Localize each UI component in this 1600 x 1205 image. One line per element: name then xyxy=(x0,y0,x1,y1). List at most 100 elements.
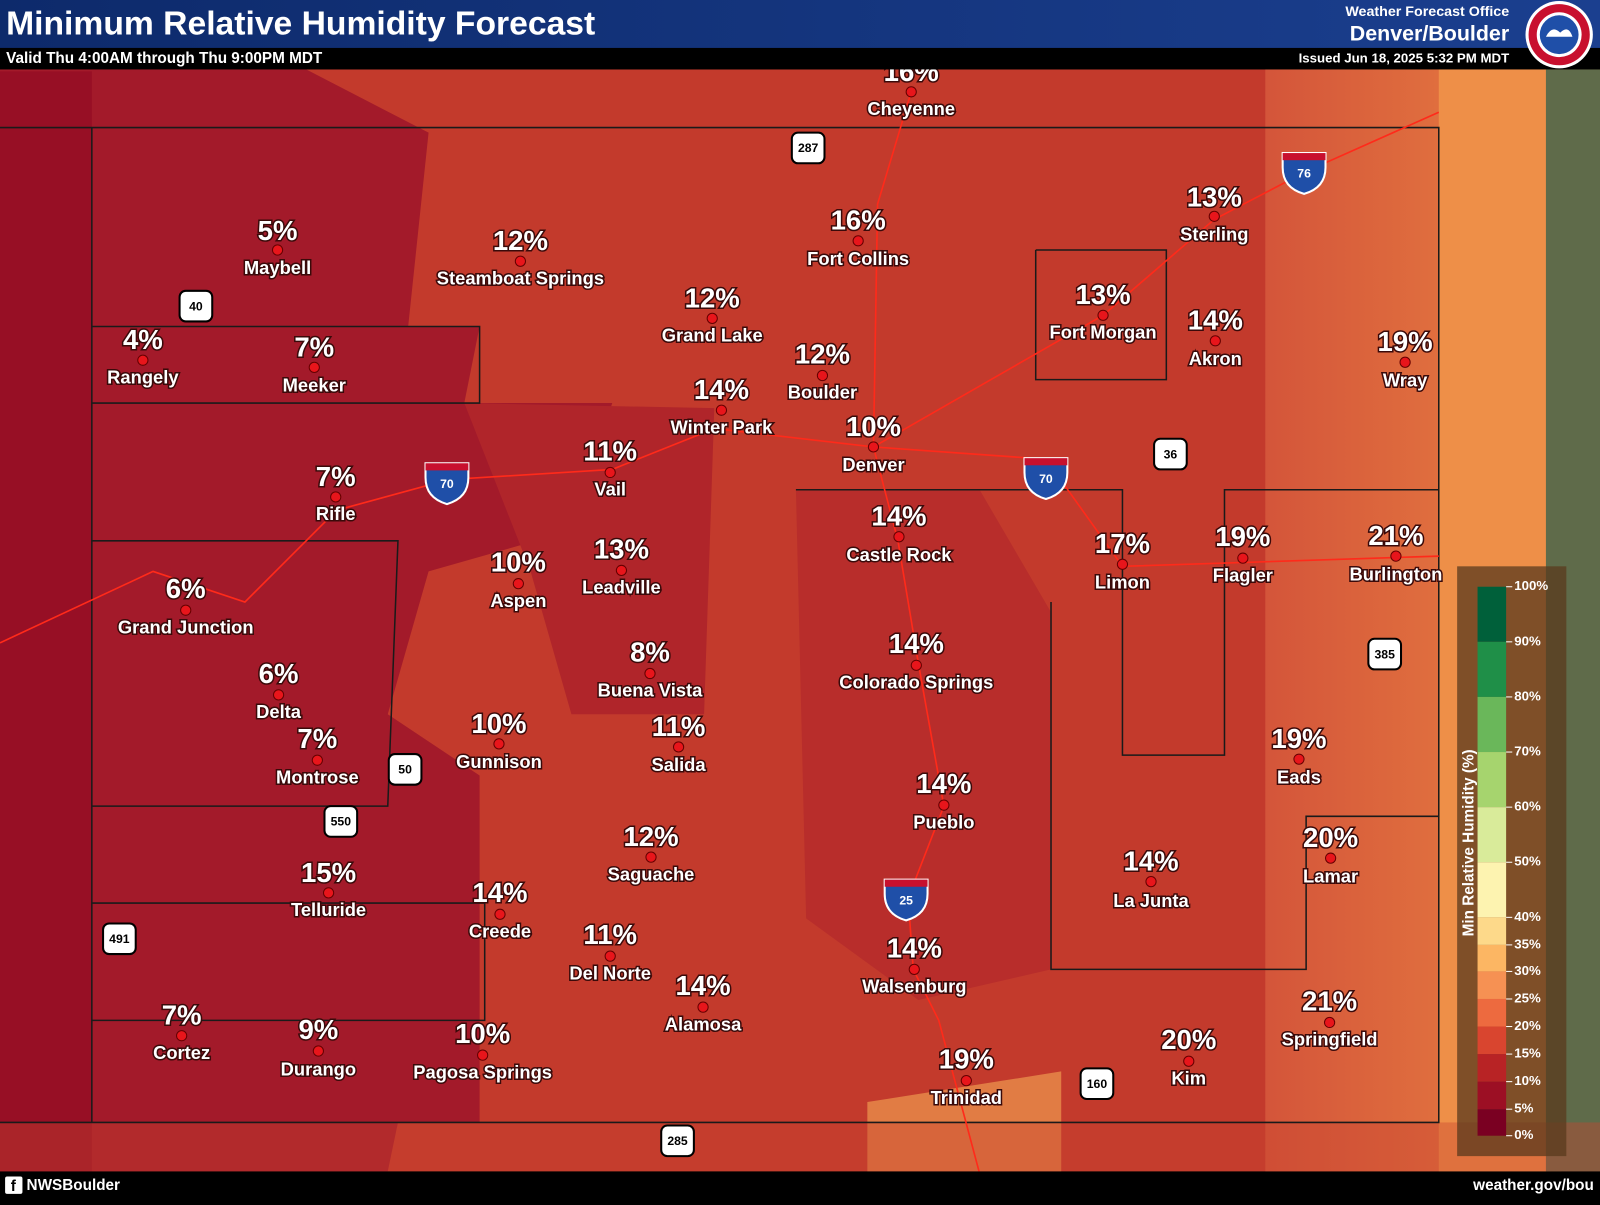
legend-swatch xyxy=(1477,752,1507,808)
city-name: Meeker xyxy=(283,375,346,396)
shield-number: 70 xyxy=(440,477,454,491)
legend-label: 60% xyxy=(1514,799,1541,814)
legend-swatch xyxy=(1477,971,1507,999)
city-value: 13% xyxy=(1075,279,1130,310)
city-dot xyxy=(905,86,917,98)
city: 20% Kim xyxy=(1160,1023,1218,1090)
legend-swatch xyxy=(1477,917,1507,945)
city-value: 7% xyxy=(316,461,356,492)
city-dot xyxy=(311,754,323,766)
city-value: 19% xyxy=(1215,521,1270,552)
office-name: Denver/Boulder xyxy=(1350,21,1509,45)
city-dot xyxy=(706,312,718,324)
shield-number: 36 xyxy=(1164,447,1178,461)
city-value: 11% xyxy=(583,919,637,950)
city-value: 12% xyxy=(795,338,850,369)
city-value: 19% xyxy=(939,1044,994,1075)
issued-time: Issued Jun 18, 2025 5:32 PM MDT xyxy=(1299,51,1510,66)
legend-box xyxy=(1457,566,1567,1157)
city: 21% Springfield xyxy=(1280,984,1379,1051)
legend-label: 25% xyxy=(1514,990,1541,1005)
city-name: Walsenburg xyxy=(862,976,966,997)
legend-swatch xyxy=(1477,807,1507,863)
shield-number: 40 xyxy=(189,299,203,313)
city: 5% Maybell xyxy=(242,213,312,279)
city-name: Buena Vista xyxy=(598,680,704,701)
city-dot xyxy=(1293,753,1305,765)
city-value: 16% xyxy=(831,205,886,236)
city: 14% Colorado Springs xyxy=(838,627,995,694)
city-value: 12% xyxy=(623,821,678,852)
city-value: 10% xyxy=(846,411,901,442)
city-dot xyxy=(715,404,728,416)
city-dot xyxy=(1183,1055,1195,1067)
city-value: 7% xyxy=(297,723,337,754)
city-value: 14% xyxy=(1188,305,1243,336)
us-route-shield: 287 xyxy=(790,131,826,165)
city-dot xyxy=(137,354,149,366)
city-name: Springfield xyxy=(1282,1029,1378,1050)
us-route-shield: 491 xyxy=(102,922,137,956)
legend-swatch xyxy=(1477,586,1507,642)
city-name: Boulder xyxy=(788,382,857,403)
legend-swatch xyxy=(1477,944,1507,972)
city-value: 19% xyxy=(1378,326,1433,357)
city: 6% Grand Junction xyxy=(116,572,255,639)
shield-shape xyxy=(178,289,214,323)
us-route-shield: 385 xyxy=(1367,637,1403,671)
city-name: Rangely xyxy=(107,366,179,387)
cities: 16% Cheyenne 5% Maybell 12% Steamboat Springs… xyxy=(106,54,1444,1109)
city-dot xyxy=(604,950,616,962)
footer: f NWSBoulder weather.gov/bou xyxy=(0,1171,1600,1200)
city: 12% Saguache xyxy=(606,820,696,886)
legend-swatch xyxy=(1477,1109,1507,1136)
city: 10% Pagosa Springs xyxy=(412,1016,554,1083)
header: Minimum Relative Humidity Forecast Valid… xyxy=(0,0,1600,70)
city-name: Maybell xyxy=(244,257,311,278)
city-dot xyxy=(512,578,524,590)
legend: Min Relative Humidity (%) 100% 90% 80% 70% 6… xyxy=(1457,566,1567,1157)
city-dot xyxy=(1325,852,1337,864)
city-name: Pagosa Springs xyxy=(413,1061,552,1082)
legend-swatch xyxy=(1477,862,1507,918)
shield-shape xyxy=(323,805,359,838)
city-dot xyxy=(272,689,285,701)
legend-swatch xyxy=(1477,1026,1507,1055)
city: 11% Vail xyxy=(582,434,639,501)
city-value: 15% xyxy=(301,857,356,888)
shield-number: 287 xyxy=(798,141,819,155)
city-dot xyxy=(514,255,527,267)
city: 14% Creede xyxy=(467,876,532,943)
subheader-bar xyxy=(0,47,1600,70)
city: 13% Fort Morgan xyxy=(1048,278,1158,344)
boundaries xyxy=(0,126,1440,1124)
legend-label: 40% xyxy=(1514,909,1541,924)
city-name: Delta xyxy=(256,701,302,722)
city-value: 21% xyxy=(1368,520,1423,551)
city: 11% Salida xyxy=(650,709,708,776)
us-route-shield: 550 xyxy=(323,805,359,838)
shield-top xyxy=(884,879,928,887)
city-name: Kim xyxy=(1171,1067,1206,1088)
shield-shape xyxy=(1023,457,1069,501)
city-name: Steamboat Springs xyxy=(437,267,604,288)
office-label: Weather Forecast Office xyxy=(1345,4,1509,20)
legend-swatch xyxy=(1477,1054,1507,1082)
us-route-shield: 40 xyxy=(178,289,214,323)
title: Minimum Relative Humidity Forecast xyxy=(6,5,595,42)
shield-top xyxy=(425,463,469,471)
city: 14% Winter Park xyxy=(669,373,775,439)
city: 4% Rangely xyxy=(106,323,181,389)
city: 13% Sterling xyxy=(1179,180,1250,246)
city-value: 19% xyxy=(1271,723,1326,754)
city: 19% Eads xyxy=(1270,722,1328,789)
footer-bar xyxy=(0,1171,1600,1200)
city: 8% Buena Vista xyxy=(596,635,705,702)
city-name: Telluride xyxy=(291,899,366,920)
city-name: Winter Park xyxy=(670,416,773,437)
shield-number: 491 xyxy=(109,932,130,946)
city-dot xyxy=(1208,210,1220,222)
shield-number: 76 xyxy=(1297,167,1311,181)
legend-label: 10% xyxy=(1514,1073,1541,1088)
